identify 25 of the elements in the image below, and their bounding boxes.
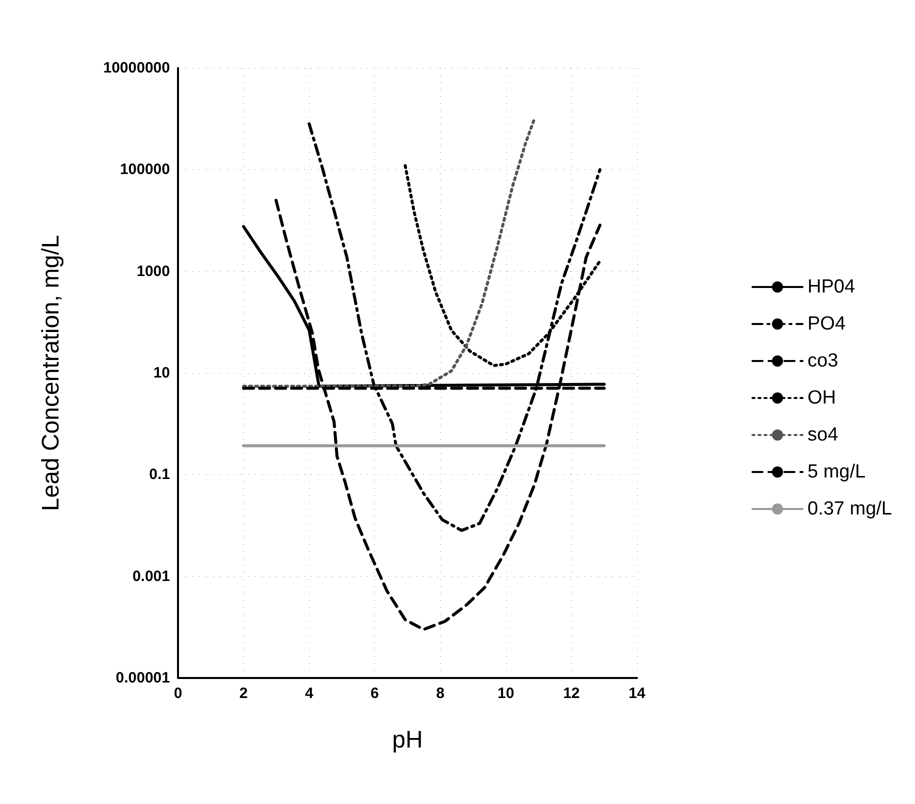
legend-label: PO4 [808,314,846,334]
x-tick-label: 12 [563,685,580,702]
legend-label: OH [808,388,836,408]
y-tick-label: 1000 [136,262,170,280]
x-tick-label: 0 [174,685,182,702]
line-series [242,117,536,388]
y-tick-label: 10 [153,364,170,382]
y-tick-label: 0.1 [149,466,170,484]
x-tick-label: 6 [370,685,379,702]
legend-label: 0.37 mg/L [808,498,892,520]
x-tick-label: 8 [436,685,444,702]
x-tick-label: 10 [498,685,514,702]
legend-label: co3 [808,350,838,372]
legend-label: 5 mg/L [808,462,866,482]
x-tick-label: 4 [304,685,314,702]
y-tick-label: 0.00001 [116,670,170,686]
y-tick-label: 10000000 [103,60,170,76]
legend-label: so4 [808,424,839,446]
y-tick-label: 100000 [120,161,170,178]
x-tick-label: 2 [239,685,248,702]
x-tick-label: 14 [628,685,646,702]
legend-label: HP04 [808,276,856,298]
y-axis-title: Lead Concentration, mg/L [38,234,64,512]
x-axis-title: pH [392,726,423,754]
y-tick-label: 0.001 [132,568,170,585]
